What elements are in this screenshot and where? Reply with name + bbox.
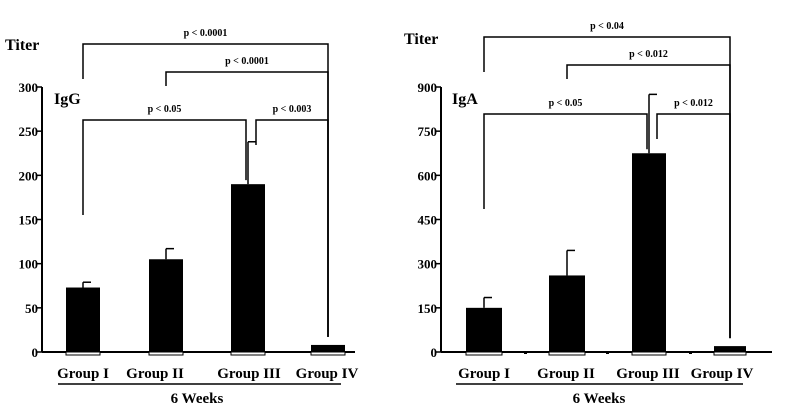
y-tick-label: 300 bbox=[19, 80, 39, 95]
bar-base-box bbox=[465, 351, 503, 356]
bar-group-ii bbox=[149, 259, 183, 352]
significance-bracket bbox=[656, 113, 731, 339]
x-axis-title: 6 Weeks bbox=[171, 391, 224, 407]
category-label: Group I bbox=[458, 366, 510, 382]
bar-base-box bbox=[230, 351, 266, 356]
y-tick-label: 150 bbox=[418, 301, 438, 316]
category-label: Group III bbox=[217, 366, 281, 382]
significance-label: p < 0.05 bbox=[549, 98, 583, 109]
significance-label: p < 0.0001 bbox=[225, 56, 269, 67]
y-tick-label: 600 bbox=[418, 168, 438, 183]
x-axis-title: 6 Weeks bbox=[573, 391, 626, 407]
significance-label: p < 0.012 bbox=[674, 98, 713, 109]
bar-base-box bbox=[310, 351, 346, 356]
y-axis-title: Titer bbox=[5, 37, 39, 54]
significance-bracket bbox=[82, 43, 329, 337]
panel-label: IgA bbox=[452, 91, 478, 108]
significance-label: p < 0.05 bbox=[148, 104, 182, 115]
bar-group-iv bbox=[311, 344, 345, 352]
bar-base-box bbox=[548, 351, 586, 356]
bar-group-iii bbox=[632, 153, 666, 352]
significance-label: p < 0.012 bbox=[629, 49, 668, 60]
y-tick-label: 200 bbox=[19, 168, 39, 183]
y-tick-label: 900 bbox=[418, 80, 438, 95]
significance-bracket bbox=[483, 36, 731, 339]
bar-base-box bbox=[148, 351, 184, 356]
category-label: Group IV bbox=[691, 366, 754, 382]
bar-group-ii bbox=[549, 275, 585, 352]
bar-group-iii bbox=[231, 184, 265, 352]
y-tick-label: 450 bbox=[418, 213, 438, 228]
significance-label: p < 0.003 bbox=[273, 104, 312, 115]
category-label: Group II bbox=[126, 366, 184, 382]
panel-label: IgG bbox=[54, 91, 81, 108]
y-tick-label: 50 bbox=[25, 301, 38, 316]
category-label: Group II bbox=[537, 366, 595, 382]
y-tick-label: 0 bbox=[431, 345, 438, 360]
significance-bracket bbox=[483, 113, 648, 209]
bar-base-box bbox=[713, 351, 747, 356]
significance-bracket bbox=[255, 119, 329, 337]
y-tick-label: 0 bbox=[32, 345, 39, 360]
chart-panel-igg: Titer IgG 0 50 100 150 200 250 300 Group I Group I… bbox=[5, 28, 358, 407]
category-label: Group I bbox=[57, 366, 109, 382]
significance-label: p < 0.04 bbox=[590, 21, 624, 32]
category-label: Group III bbox=[616, 366, 680, 382]
y-tick-label: 300 bbox=[418, 257, 438, 272]
category-label: Group IV bbox=[296, 366, 359, 382]
bar-group-iv bbox=[714, 346, 746, 352]
chart-panel-iga: Titer IgA 0 150 300 450 600 750 900 Group I Group … bbox=[404, 21, 772, 407]
bar-base-box bbox=[65, 351, 101, 356]
y-tick-label: 750 bbox=[418, 124, 438, 139]
bar-base-box bbox=[631, 351, 667, 356]
y-tick-label: 150 bbox=[19, 213, 39, 228]
y-tick-label: 100 bbox=[19, 257, 39, 272]
y-tick-label: 250 bbox=[19, 124, 39, 139]
significance-bracket bbox=[82, 119, 247, 215]
bar-group-i bbox=[466, 307, 502, 352]
significance-label: p < 0.0001 bbox=[184, 28, 228, 39]
bar-group-i bbox=[66, 287, 100, 352]
y-axis-title: Titer bbox=[404, 31, 438, 48]
